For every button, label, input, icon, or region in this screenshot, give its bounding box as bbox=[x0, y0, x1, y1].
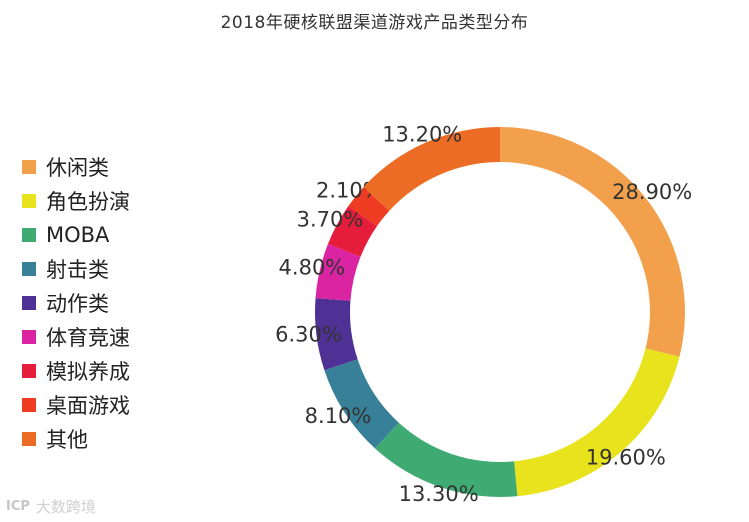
legend-item: 角色扮演 bbox=[22, 184, 130, 218]
legend-swatch bbox=[22, 432, 36, 446]
legend-item: 射击类 bbox=[22, 252, 130, 286]
donut-slice bbox=[324, 359, 399, 449]
donut-slice bbox=[500, 127, 685, 357]
legend-swatch bbox=[22, 262, 36, 276]
legend-label: MOBA bbox=[46, 223, 110, 247]
donut-slice bbox=[315, 243, 361, 301]
data-label: 13.20% bbox=[382, 122, 462, 146]
donut-slice bbox=[348, 187, 390, 227]
legend-swatch bbox=[22, 364, 36, 378]
legend-item: MOBA bbox=[22, 218, 130, 252]
legend-label: 模拟养成 bbox=[46, 360, 130, 384]
legend-label: 射击类 bbox=[46, 258, 109, 282]
legend: 休闲类角色扮演 MOBA 射击类动作类体育竞速模拟养成桌面游戏其他 bbox=[22, 150, 130, 456]
donut-slice bbox=[314, 298, 358, 371]
watermark: ICP 大数跨境 bbox=[6, 496, 96, 517]
legend-label: 桌面游戏 bbox=[46, 394, 130, 418]
legend-label: 休闲类 bbox=[46, 156, 109, 180]
data-label: 28.90% bbox=[612, 180, 692, 204]
chart-title: 2018年硬核联盟渠道游戏产品类型分布 bbox=[220, 13, 529, 33]
legend-item: 休闲类 bbox=[22, 150, 130, 184]
legend-swatch bbox=[22, 330, 36, 344]
data-label: 19.60% bbox=[586, 445, 666, 469]
data-label: 13.30% bbox=[399, 482, 479, 506]
legend-swatch bbox=[22, 194, 36, 208]
legend-label: 动作类 bbox=[46, 292, 109, 316]
legend-item: 体育竞速 bbox=[22, 320, 130, 354]
legend-swatch bbox=[22, 398, 36, 412]
data-label: 8.10% bbox=[305, 404, 372, 428]
legend-label: 其他 bbox=[46, 428, 88, 452]
donut-slice bbox=[514, 348, 680, 497]
donut-slice bbox=[375, 422, 518, 497]
watermark-logo: ICP bbox=[6, 499, 30, 514]
donut-slice bbox=[363, 127, 500, 211]
data-label: 6.30% bbox=[275, 323, 342, 347]
legend-label: 体育竞速 bbox=[46, 326, 130, 350]
legend-item: 模拟养成 bbox=[22, 354, 130, 388]
legend-label: 角色扮演 bbox=[46, 190, 130, 214]
legend-item: 其他 bbox=[22, 422, 130, 456]
legend-swatch bbox=[22, 160, 36, 174]
data-label: 3.70% bbox=[297, 208, 364, 232]
legend-swatch bbox=[22, 228, 36, 242]
watermark-text: 大数跨境 bbox=[35, 498, 96, 516]
data-label: 4.80% bbox=[279, 256, 346, 280]
legend-item: 动作类 bbox=[22, 286, 130, 320]
legend-swatch bbox=[22, 296, 36, 310]
legend-item: 桌面游戏 bbox=[22, 388, 130, 422]
donut-slice bbox=[327, 206, 378, 257]
